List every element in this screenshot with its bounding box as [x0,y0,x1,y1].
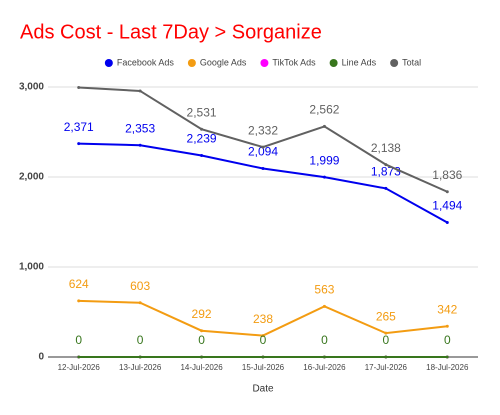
data-label: 603 [130,279,150,293]
data-point [200,329,204,333]
data-point [261,167,265,171]
legend-marker [104,59,113,67]
data-point [445,190,449,194]
data-point [77,142,81,146]
data-label: 1,494 [432,199,462,213]
x-axis-title: Date [252,384,274,395]
data-label: 265 [376,309,396,323]
data-point [138,89,142,93]
data-point [384,355,388,359]
chart-title: Ads Cost - Last 7Day > Sorganize [20,21,322,43]
data-label: 0 [321,333,328,347]
y-tick-label: 2,000 [19,172,44,183]
legend-label: Google Ads [200,57,247,67]
data-label: 0 [137,333,144,347]
y-tick-label: 3,000 [19,82,44,93]
data-label: 0 [75,333,82,347]
data-label: 0 [198,333,205,347]
data-label: 2,371 [64,120,94,134]
data-point [200,127,204,131]
x-tick-label: 15-Jul-2026 [242,363,285,372]
x-tick-label: 17-Jul-2026 [365,363,408,372]
data-point [322,355,326,359]
data-point [384,163,388,167]
data-point [384,186,388,190]
data-point [200,355,204,359]
data-label: 2,531 [187,105,217,119]
data-point [138,143,142,147]
legend-label: TikTok Ads [272,57,316,67]
data-point [322,304,326,308]
x-tick-label: 14-Jul-2026 [180,363,223,372]
data-label: 2,353 [125,121,155,135]
legend-marker [187,59,196,67]
data-label: 624 [69,277,89,291]
data-point [138,355,142,359]
data-point [138,301,142,305]
data-label: 238 [253,312,273,326]
legend-marker [260,59,269,67]
data-label: 0 [383,333,390,347]
data-label: 2,562 [309,103,339,117]
data-label: 342 [437,302,457,316]
data-point [200,153,204,157]
data-label: 1,999 [309,153,339,167]
data-point [77,355,81,359]
legend-label: Facebook Ads [117,57,175,67]
data-point [445,355,449,359]
data-point [77,299,81,303]
data-label: 292 [192,307,212,321]
data-label: 2,332 [248,123,278,137]
x-tick-label: 16-Jul-2026 [303,363,346,372]
x-tick-label: 12-Jul-2026 [58,363,101,372]
data-point [384,331,388,335]
data-point [261,145,265,149]
data-point [322,175,326,179]
x-tick-label: 13-Jul-2026 [119,363,162,372]
data-label: 2,239 [187,132,217,146]
legend-marker [390,59,399,67]
legend-marker [329,59,338,67]
data-label: 0 [444,333,451,347]
data-label: 1,873 [371,165,401,179]
data-label: 0 [260,333,267,347]
data-point [445,221,449,225]
y-tick-label: 1,000 [19,262,44,273]
data-point [261,355,265,359]
data-label: 2,138 [371,141,401,155]
data-point [261,334,265,338]
data-label: 563 [314,283,334,297]
data-point [322,124,326,128]
legend-label: Total [402,57,421,67]
data-label: 2,094 [248,145,278,159]
data-point [77,85,81,89]
legend-label: Line Ads [342,57,377,67]
y-tick-label: 0 [38,352,44,363]
data-label: 1,836 [432,168,462,182]
x-tick-label: 18-Jul-2026 [426,363,469,372]
data-point [445,324,449,328]
